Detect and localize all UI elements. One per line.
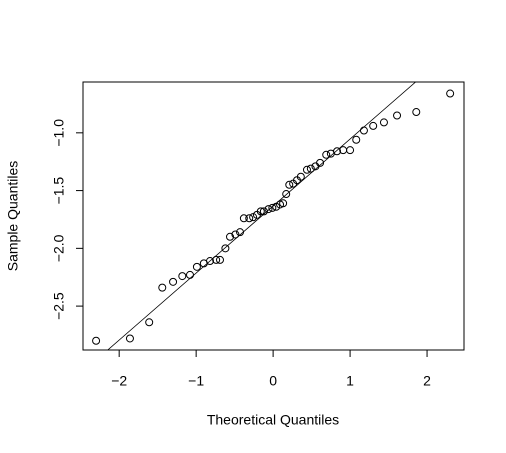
point [306,164,315,173]
point [285,180,294,189]
point [206,257,214,266]
point [245,214,254,223]
x-tick-label: 1 [346,373,354,389]
point [169,277,178,286]
point [352,135,361,144]
point [302,165,311,174]
plot-frame [82,81,465,351]
x-tick-label: −1 [188,373,204,389]
point [333,147,341,156]
point [322,150,331,159]
y-tick-label: −1.5 [51,177,67,205]
point [185,270,194,279]
point [192,262,201,271]
point [259,207,268,216]
x-tick-label: −2 [111,373,127,389]
point [369,121,378,130]
qq-line [107,82,417,350]
y-axis-title: Sample Quantiles [5,161,21,272]
point [282,190,291,199]
point [359,126,368,135]
point [216,255,225,264]
point [226,232,235,241]
y-tick-label: −2.5 [51,292,67,320]
point [212,255,221,264]
point [256,207,265,216]
point [178,272,187,281]
point [221,244,230,253]
point [446,89,455,98]
y-tick-label: −1.0 [51,119,67,147]
point [125,334,134,343]
point [268,203,277,212]
point [231,230,240,239]
point [316,158,325,167]
point [145,318,154,327]
point [236,228,245,237]
x-axis-title: Theoretical Quantiles [207,412,339,428]
point [346,146,355,155]
point [412,108,421,117]
point [296,172,305,181]
point [264,205,273,214]
x-tick-label: 2 [423,373,431,389]
point [272,202,281,211]
point [393,111,402,120]
y-tick-label: −2.0 [51,234,67,262]
point [279,199,288,208]
point [92,336,101,345]
point [158,283,167,292]
point [379,118,388,127]
x-tick-label: 0 [269,373,277,389]
point [249,213,258,222]
point [239,214,248,223]
